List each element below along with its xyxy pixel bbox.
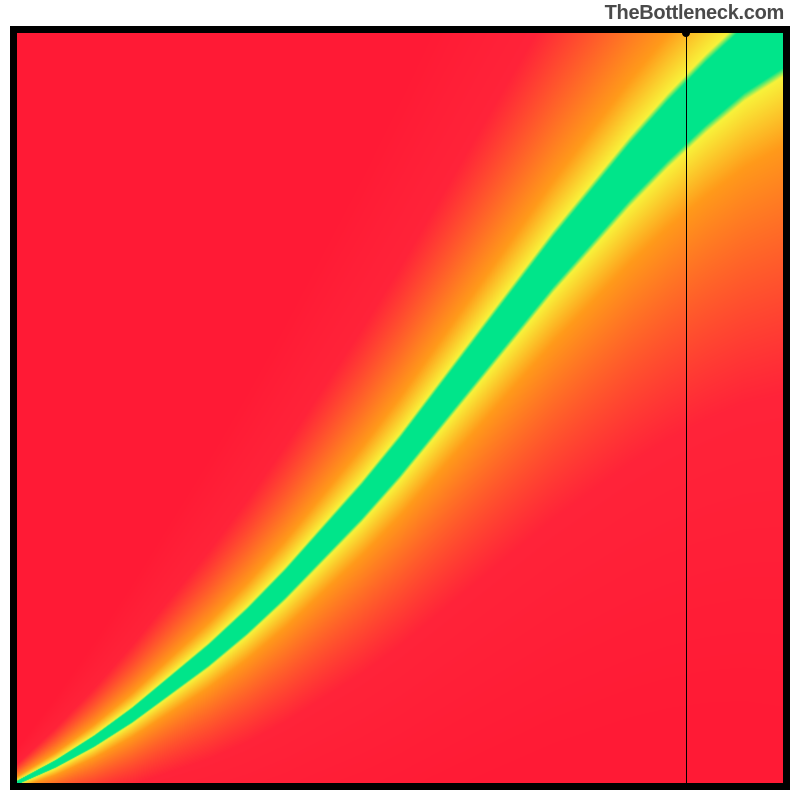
chart-frame: [10, 26, 790, 790]
marker-vertical-line: [686, 33, 687, 783]
watermark-text: TheBottleneck.com: [605, 2, 784, 25]
marker-dot: [682, 29, 690, 37]
heatmap-region: [17, 33, 783, 783]
heatmap-canvas: [17, 33, 783, 783]
